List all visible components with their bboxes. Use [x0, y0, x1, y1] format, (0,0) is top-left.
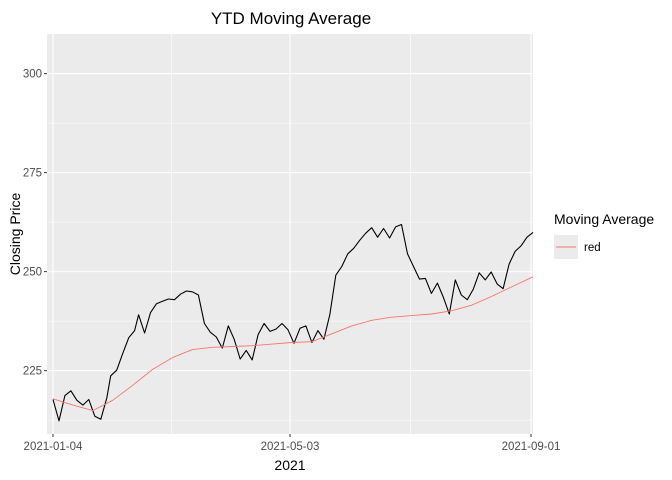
y-tick-label: 225	[23, 366, 42, 378]
legend: Moving Average red	[554, 211, 654, 259]
x-tick-label: 2021-01-04	[24, 441, 83, 453]
series-group	[52, 223, 534, 422]
y-tick-label: 250	[23, 267, 42, 279]
series-line-closing-price	[52, 223, 534, 422]
series-line-moving-average	[52, 276, 534, 412]
y-axis-title: Closing Price	[7, 193, 23, 276]
x-axis-title: 2021	[274, 457, 305, 473]
legend-title: Moving Average	[554, 211, 654, 227]
legend-label: red	[584, 242, 601, 254]
y-tick-label: 300	[23, 69, 42, 81]
grid-lines	[47, 34, 533, 434]
y-tick-label: 275	[23, 168, 42, 180]
y-axis: 225 250 275 300	[23, 69, 47, 378]
x-axis: 2021-01-04 2021-05-03 2021-09-01	[24, 434, 561, 453]
chart-title: YTD Moving Average	[211, 9, 371, 28]
x-tick-label: 2021-09-01	[502, 441, 561, 453]
x-tick-label: 2021-05-03	[261, 441, 320, 453]
